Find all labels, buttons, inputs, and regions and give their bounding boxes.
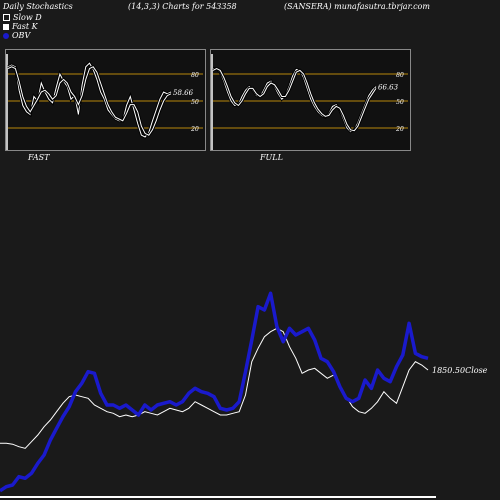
y-tick-label: 50: [396, 99, 404, 106]
legend-slow-d: Slow D: [3, 13, 42, 22]
fast-panel-label: FAST: [28, 153, 50, 162]
series-line-slow-d: [212, 68, 377, 132]
obv-line: [0, 291, 429, 493]
y-tick-label: 80: [191, 72, 199, 79]
chart-title-left: Daily Stochastics: [3, 2, 73, 11]
chart-title-right: (SANSERA) munafasutra.tbrjar.com: [284, 2, 430, 11]
y-tick-label: 50: [191, 99, 199, 106]
y-tick-label: 20: [395, 126, 404, 133]
obv-swatch-icon: [3, 32, 9, 39]
legend-label: Fast K: [12, 22, 38, 31]
full-stochastic-panel: 20 50 80 66.63: [210, 49, 411, 151]
series-line-slow-d: [7, 66, 172, 136]
fast-stochastic-panel: 20 50 80 58.66: [5, 49, 206, 151]
slow-d-swatch-icon: [3, 14, 10, 21]
series-line-fast-k: [7, 62, 172, 138]
full-stochastic-chart: 20 50 80 66.63: [211, 54, 408, 150]
legend-label: Slow D: [13, 13, 42, 22]
close-price-line: [0, 327, 429, 449]
legend-fast-k: Fast K: [3, 22, 38, 31]
legend-label: OBV: [12, 31, 31, 40]
close-value-label: 1850.50Close: [432, 366, 488, 375]
last-value-label: 66.63: [378, 84, 399, 92]
last-value-label: 58.66: [173, 89, 194, 97]
fast-k-swatch-icon: [3, 23, 9, 30]
y-tick-label: 20: [190, 126, 199, 133]
full-panel-label: FULL: [260, 153, 283, 162]
y-tick-label: 80: [396, 72, 404, 79]
legend-obv: OBV: [3, 31, 30, 40]
chart-title-middle: (14,3,3) Charts for 543358: [128, 2, 237, 11]
fast-stochastic-chart: 20 50 80 58.66: [6, 54, 203, 150]
